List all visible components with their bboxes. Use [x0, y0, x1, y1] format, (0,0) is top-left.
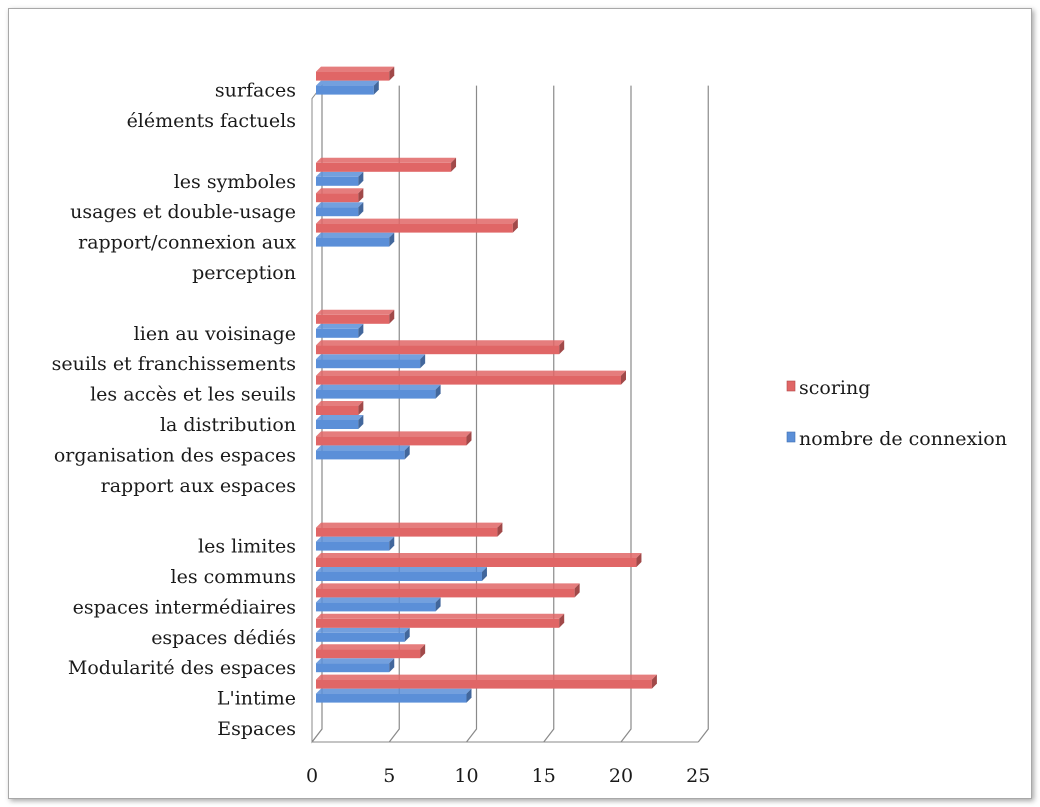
gridline	[697, 85, 709, 743]
bars	[316, 66, 657, 703]
category-label: les accès et les seuils	[90, 384, 296, 406]
bar-scoring	[316, 188, 364, 203]
bar-nombre-de-connexion	[316, 354, 426, 369]
bar-nombre-de-connexion	[316, 80, 379, 95]
category-label: seuils et franchissements	[52, 353, 296, 375]
category-label: Modularité des espaces	[68, 657, 296, 679]
bar-nombre-de-connexion	[316, 688, 472, 703]
bar-nombre-de-connexion	[316, 232, 395, 247]
bar-chart: Espaces L'intime Modularité des espaces esp…	[52, 66, 1007, 787]
category-label: la distribution	[160, 414, 296, 436]
bar-nombre-de-connexion	[316, 597, 441, 612]
category-label: rapport/connexion aux	[78, 232, 296, 254]
x-tick-label: 15	[532, 765, 556, 787]
bar-scoring	[316, 522, 503, 537]
bar-nombre-de-connexion	[316, 445, 410, 460]
chart-frame: Espaces L'intime Modularité des espaces esp…	[8, 8, 1032, 799]
x-tick-label: 25	[686, 765, 710, 787]
category-label: espaces dédiés	[151, 627, 296, 649]
bar-scoring	[316, 644, 426, 659]
category-label: perception	[192, 262, 296, 284]
category-label: lien au voisinage	[134, 323, 296, 345]
bar-scoring	[316, 583, 580, 598]
bar-nombre-de-connexion	[316, 627, 410, 642]
bar-nombre-de-connexion	[316, 202, 364, 217]
gridline	[466, 85, 478, 743]
category-label: usages et double-usage	[70, 201, 296, 223]
bar-scoring	[316, 66, 395, 81]
gridlines	[311, 85, 709, 743]
bar-nombre-de-connexion	[316, 415, 364, 429]
category-label: les communs	[171, 566, 296, 588]
x-tick-label: 0	[306, 765, 318, 787]
bar-scoring	[316, 218, 518, 233]
bar-scoring	[316, 370, 626, 385]
bar-scoring	[316, 309, 395, 324]
gridline	[388, 85, 400, 743]
category-label: rapport aux espaces	[101, 475, 296, 497]
x-tick-label: 5	[383, 765, 395, 787]
legend[interactable]: scoring nombre de connexion	[786, 377, 1007, 450]
x-tick-label: 20	[609, 765, 633, 787]
category-label: Espaces	[217, 718, 296, 740]
bar-nombre-de-connexion	[316, 658, 395, 673]
legend-label-scoring: scoring	[799, 377, 870, 399]
gridline	[543, 85, 555, 743]
bar-scoring	[316, 613, 565, 628]
bar-scoring	[316, 401, 364, 415]
bar-scoring	[316, 431, 472, 446]
bar-scoring	[316, 553, 642, 567]
category-labels: Espaces L'intime Modularité des espaces esp…	[52, 80, 297, 740]
bar-scoring	[316, 157, 457, 172]
x-axis-ticks: 0 5 10 15 20 25	[306, 765, 710, 787]
bar-nombre-de-connexion	[316, 384, 441, 399]
category-label: surfaces	[215, 80, 296, 102]
bar-nombre-de-connexion	[316, 567, 487, 581]
category-label: les symboles	[174, 171, 296, 193]
bar-nombre-de-connexion	[316, 536, 395, 551]
category-label: les limites	[198, 536, 296, 558]
legend-swatch-connexion	[786, 431, 796, 443]
category-label: L'intime	[217, 688, 296, 710]
bar-nombre-de-connexion	[316, 171, 364, 186]
legend-label-connexion: nombre de connexion	[799, 428, 1007, 450]
category-label: éléments factuels	[127, 110, 296, 132]
bar-scoring	[316, 340, 565, 355]
category-label: espaces intermédiaires	[73, 596, 296, 618]
x-tick-label: 10	[454, 765, 478, 787]
bar-scoring	[316, 674, 657, 689]
gridline	[620, 85, 632, 743]
legend-swatch-scoring	[786, 380, 796, 392]
gridline	[311, 85, 323, 743]
bar-nombre-de-connexion	[316, 323, 364, 338]
category-label: organisation des espaces	[54, 444, 296, 466]
